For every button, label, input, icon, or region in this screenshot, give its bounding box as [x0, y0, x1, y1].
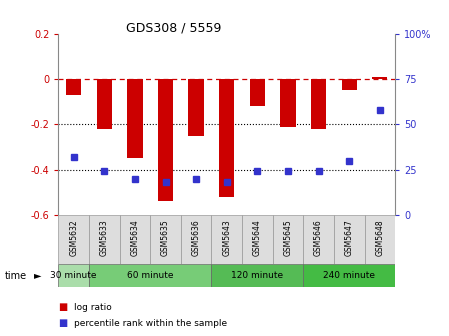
Bar: [181, 215, 211, 264]
Bar: [303, 264, 395, 287]
Text: 30 minute: 30 minute: [50, 271, 97, 280]
Bar: [242, 215, 273, 264]
Text: 240 minute: 240 minute: [323, 271, 375, 280]
Bar: [250, 79, 265, 106]
Text: log ratio: log ratio: [74, 303, 112, 312]
Bar: [334, 215, 365, 264]
Text: GSM5646: GSM5646: [314, 219, 323, 256]
Text: ■: ■: [58, 302, 68, 312]
Text: GSM5633: GSM5633: [100, 219, 109, 256]
Bar: [58, 264, 89, 287]
Text: GSM5644: GSM5644: [253, 219, 262, 256]
Bar: [66, 79, 81, 95]
Bar: [150, 215, 181, 264]
Text: percentile rank within the sample: percentile rank within the sample: [74, 319, 227, 328]
Text: GSM5648: GSM5648: [375, 219, 384, 256]
Bar: [342, 79, 357, 90]
Bar: [273, 215, 303, 264]
Text: ►: ►: [34, 270, 41, 281]
Text: GSM5647: GSM5647: [345, 219, 354, 256]
Bar: [89, 264, 211, 287]
Bar: [127, 79, 143, 158]
Bar: [211, 215, 242, 264]
Text: GSM5636: GSM5636: [192, 219, 201, 256]
Text: 120 minute: 120 minute: [231, 271, 283, 280]
Bar: [365, 215, 395, 264]
Text: 60 minute: 60 minute: [127, 271, 173, 280]
Bar: [211, 264, 303, 287]
Bar: [58, 215, 89, 264]
Text: GSM5643: GSM5643: [222, 219, 231, 256]
Bar: [372, 77, 387, 79]
Bar: [303, 215, 334, 264]
Bar: [119, 215, 150, 264]
Text: GSM5635: GSM5635: [161, 219, 170, 256]
Text: GDS308 / 5559: GDS308 / 5559: [126, 22, 221, 35]
Text: ■: ■: [58, 318, 68, 328]
Text: GSM5634: GSM5634: [130, 219, 139, 256]
Bar: [280, 79, 295, 127]
Text: GSM5632: GSM5632: [69, 219, 78, 256]
Text: GSM5645: GSM5645: [283, 219, 292, 256]
Bar: [158, 79, 173, 202]
Text: time: time: [4, 270, 26, 281]
Bar: [97, 79, 112, 129]
Bar: [311, 79, 326, 129]
Bar: [189, 79, 204, 136]
Bar: [89, 215, 119, 264]
Bar: [219, 79, 234, 197]
